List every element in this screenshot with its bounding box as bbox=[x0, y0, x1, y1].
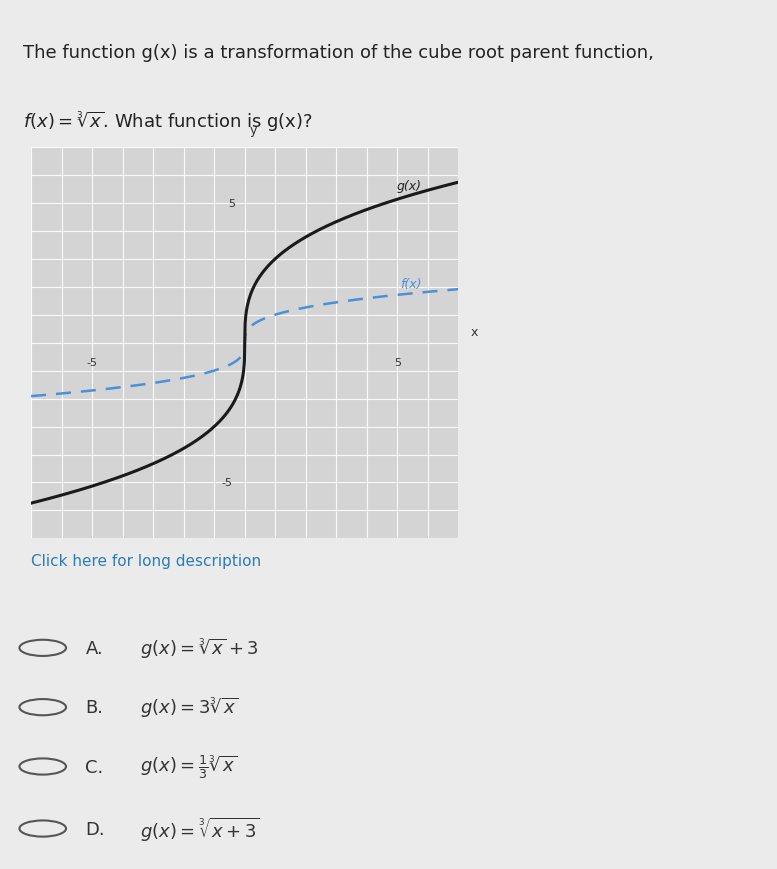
Text: $g(x) = 3\sqrt[3]{x}$: $g(x) = 3\sqrt[3]{x}$ bbox=[140, 695, 238, 720]
Text: $g(x) = \frac{1}{3}\sqrt[3]{x}$: $g(x) = \frac{1}{3}\sqrt[3]{x}$ bbox=[140, 753, 237, 780]
Text: 5: 5 bbox=[228, 199, 235, 209]
Text: $g(x) = \sqrt[3]{x} + 3$: $g(x) = \sqrt[3]{x} + 3$ bbox=[140, 636, 259, 660]
Text: $f(x) = \sqrt[3]{x}$. What function is g(x)?: $f(x) = \sqrt[3]{x}$. What function is g… bbox=[23, 109, 313, 134]
Text: x: x bbox=[471, 326, 478, 339]
Text: The function g(x) is a transformation of the cube root parent function,: The function g(x) is a transformation of… bbox=[23, 43, 654, 62]
Text: -5: -5 bbox=[221, 478, 232, 488]
Text: y: y bbox=[249, 123, 256, 136]
Text: -5: -5 bbox=[86, 357, 98, 368]
Text: g(x): g(x) bbox=[397, 180, 422, 193]
Text: Click here for long description: Click here for long description bbox=[31, 553, 261, 568]
Text: f(x): f(x) bbox=[400, 277, 422, 290]
Text: $g(x) = \sqrt[3]{x + 3}$: $g(x) = \sqrt[3]{x + 3}$ bbox=[140, 814, 260, 843]
Text: D.: D. bbox=[85, 819, 105, 838]
Text: 5: 5 bbox=[394, 357, 401, 368]
Text: A.: A. bbox=[85, 639, 103, 657]
Text: C.: C. bbox=[85, 758, 103, 776]
Text: B.: B. bbox=[85, 699, 103, 716]
